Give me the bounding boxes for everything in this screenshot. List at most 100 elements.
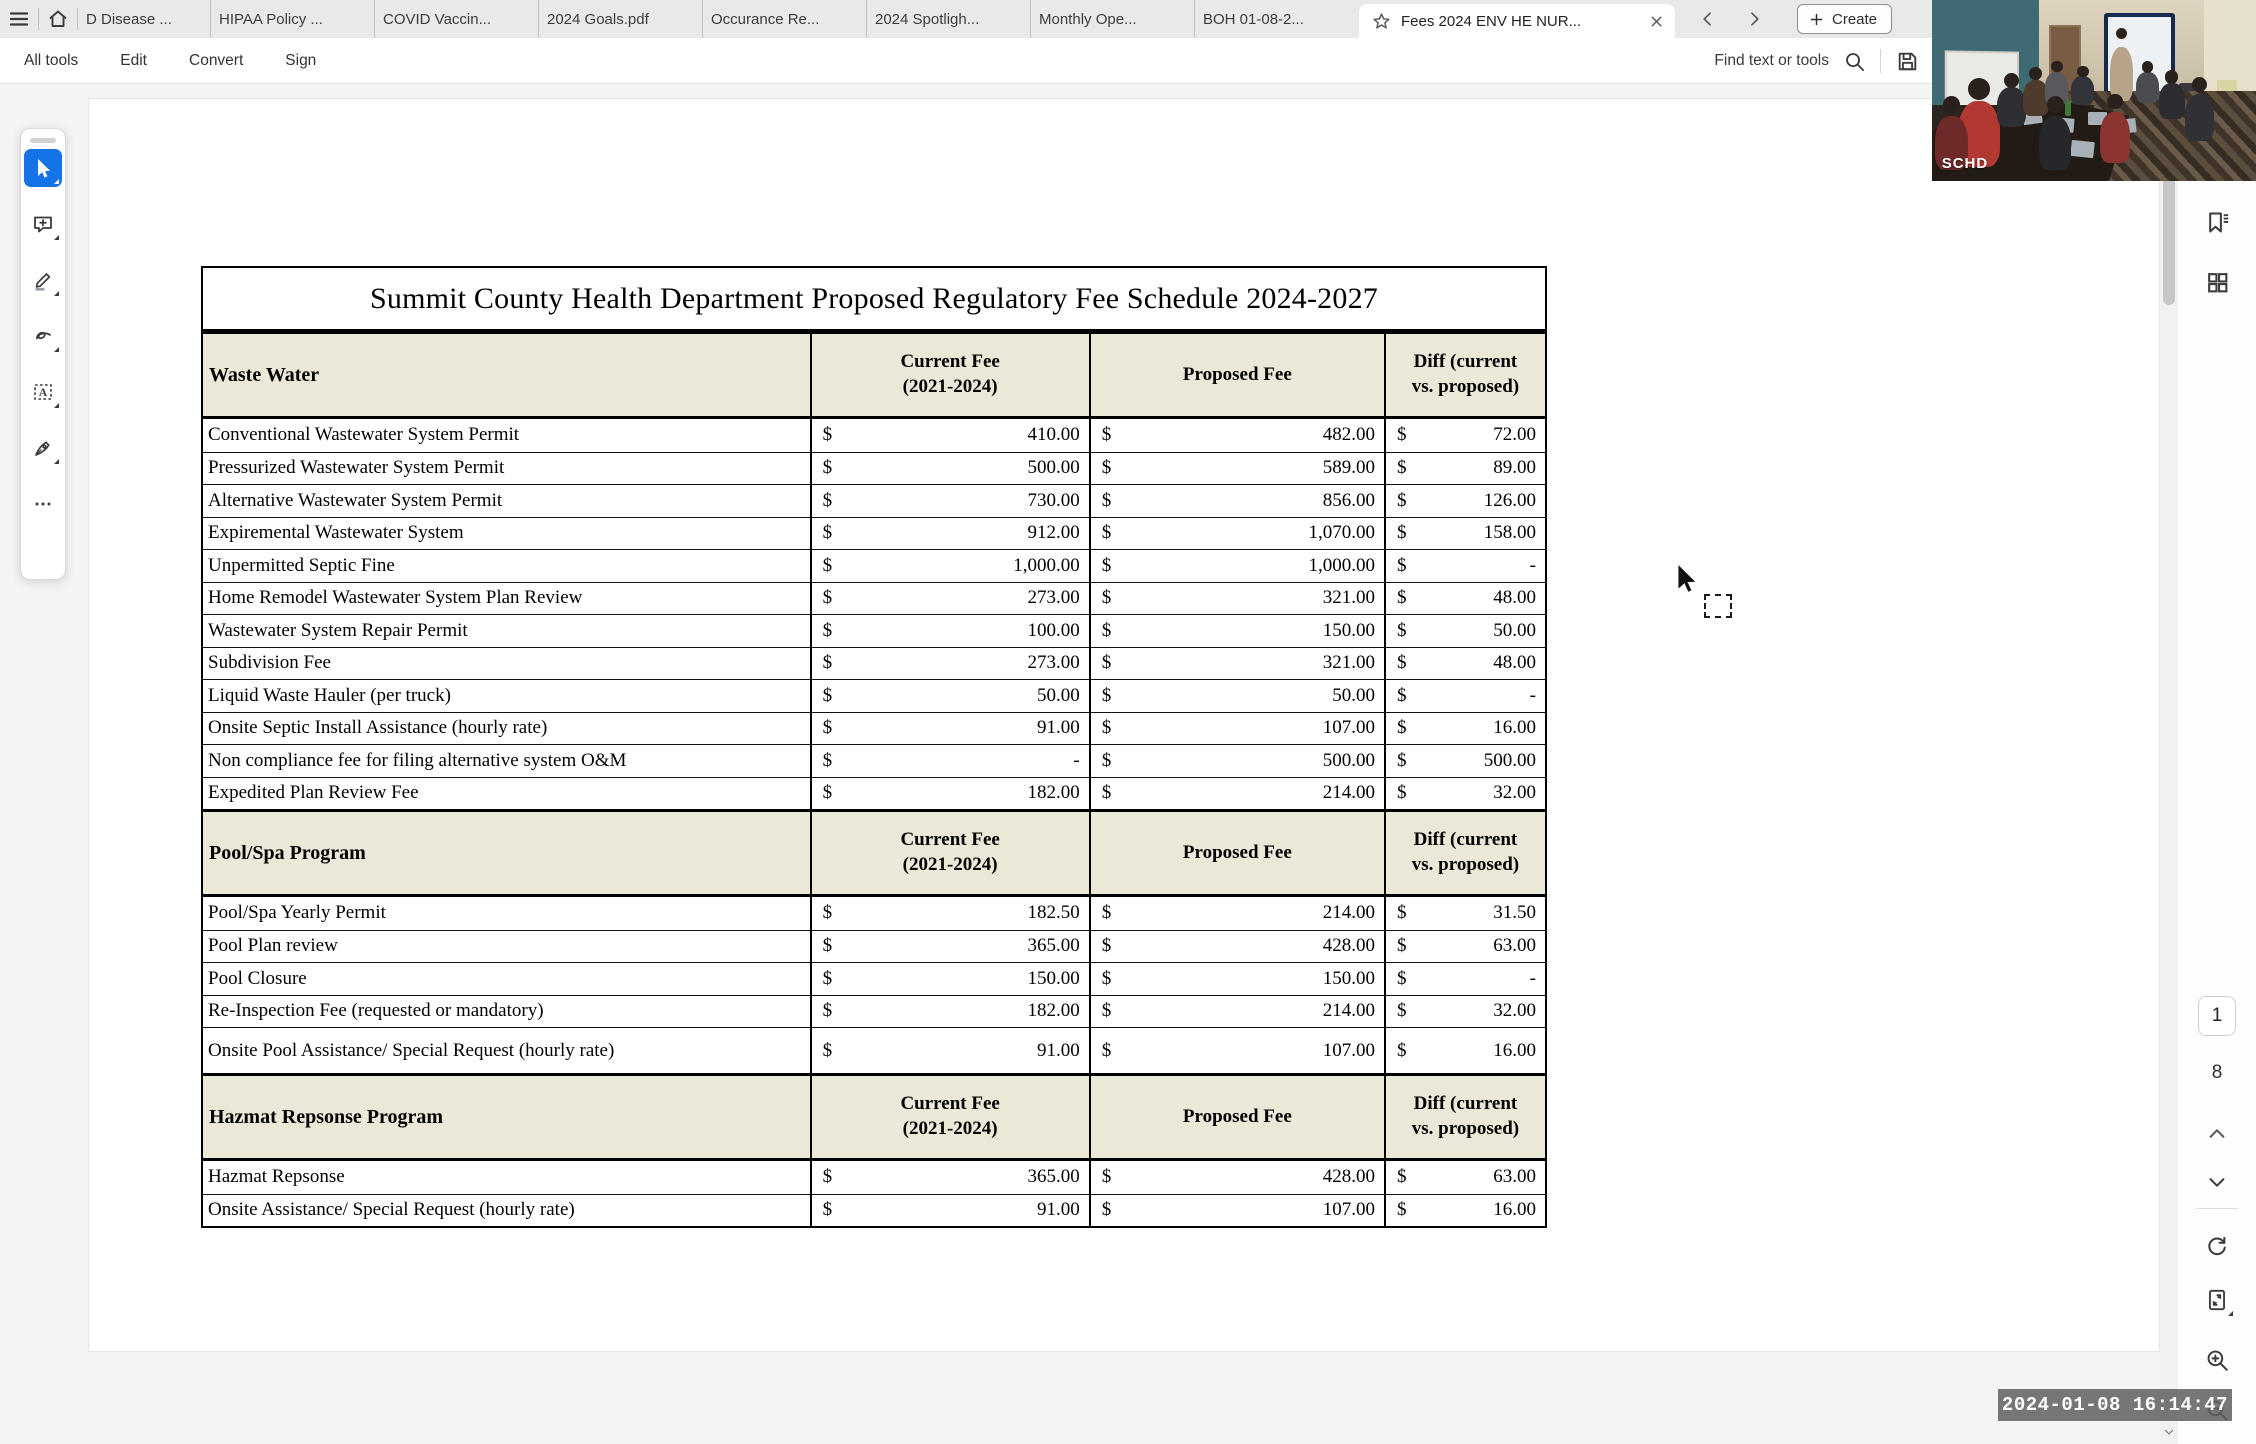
column-header: Diff (current vs. proposed) (1383, 1076, 1545, 1158)
pen-nib-icon (35, 441, 50, 456)
person (2100, 94, 2130, 163)
fee-value-cell: $1,000.00 (1088, 550, 1384, 582)
fee-value-cell: $91.00 (809, 1028, 1089, 1073)
more-tools-button[interactable] (24, 485, 62, 523)
fee-item-label: Onsite Assistance/ Special Request (hour… (208, 1199, 575, 1221)
section-header-row: Waste Water Current Fee (2021-2024) Prop… (203, 331, 1545, 419)
next-page-button[interactable] (2197, 1162, 2237, 1202)
table-row: Re-Inspection Fee (requested or mandator… (203, 994, 1545, 1027)
comment-bubble-icon (34, 216, 52, 233)
tab[interactable]: 2024 Spotligh... (867, 0, 1031, 38)
fee-value-cell: $50.00 (1383, 615, 1545, 647)
fee-value-cell: $410.00 (809, 419, 1089, 452)
chevron-down-icon (2209, 1178, 2225, 1187)
scroll-down-arrow[interactable] (2162, 1426, 2176, 1438)
hamburger-icon (7, 7, 31, 31)
find-text-button[interactable]: Find text or tools (1714, 52, 1829, 69)
save-icon[interactable] (1895, 49, 1920, 74)
tab[interactable]: 2024 Goals.pdf (539, 0, 703, 38)
page-number-input[interactable] (2198, 996, 2236, 1036)
fee-value-cell: $1,000.00 (809, 550, 1089, 582)
select-tool-button[interactable] (24, 149, 62, 187)
fit-page-icon (2209, 1289, 2225, 1311)
person (1996, 72, 2026, 127)
fill-sign-tool-button[interactable] (24, 429, 62, 467)
fee-value-cell: $150.00 (1088, 615, 1384, 647)
svg-text:A: A (39, 387, 48, 399)
create-button[interactable]: Create (1797, 4, 1893, 34)
fee-item-label: Re-Inspection Fee (requested or mandator… (208, 1000, 544, 1022)
fee-value-cell: $32.00 (1383, 995, 1545, 1027)
fee-item-label: Subdivision Fee (208, 652, 331, 674)
fee-item-label: Wastewater System Repair Permit (208, 619, 468, 641)
page-thumbnails-button[interactable] (2197, 262, 2237, 302)
menu-sign[interactable]: Sign (285, 51, 317, 69)
previous-tab-button[interactable] (1689, 0, 1727, 38)
fee-item-label: Alternative Wastewater System Permit (208, 489, 503, 511)
fee-item-label: Expiremental Wastewater System (208, 522, 464, 544)
fee-value-cell: $50.00 (809, 680, 1089, 712)
menu-convert[interactable]: Convert (189, 51, 244, 69)
fee-value-cell: $321.00 (1088, 647, 1384, 679)
person (2071, 65, 2094, 105)
fee-item-label: Onsite Pool Assistance/ Special Request … (208, 1039, 615, 1061)
total-pages-label: 8 (2211, 1062, 2223, 1083)
bookmarks-panel-button[interactable] (2197, 202, 2237, 242)
tab[interactable]: BOH 01-08-2... (1203, 10, 1304, 28)
section-name: Hazmat Repsonse Program (209, 1105, 444, 1128)
fee-value-cell: $89.00 (1383, 452, 1545, 484)
next-tab-button[interactable] (1735, 0, 1773, 38)
tab[interactable]: COVID Vaccin... (375, 0, 539, 38)
column-header: Proposed Fee (1088, 334, 1384, 416)
fee-value-cell: $365.00 (809, 1161, 1089, 1194)
table-row: Expiremental Wastewater System $912.00 $1,… (203, 516, 1545, 549)
draw-tool-button[interactable] (24, 317, 62, 355)
close-tab-icon[interactable] (1648, 13, 1665, 30)
app-menu-button[interactable] (0, 0, 38, 38)
previous-page-button[interactable] (2197, 1114, 2237, 1154)
person (1957, 77, 2001, 167)
search-icon[interactable] (1843, 50, 1866, 73)
table-row: Wastewater System Repair Permit $100.00 $1… (203, 614, 1545, 647)
divider (2196, 1208, 2238, 1209)
fee-value-cell: $182.00 (809, 777, 1089, 809)
rotate-page-button[interactable] (2197, 1226, 2237, 1266)
fee-value-cell: $482.00 (1088, 419, 1384, 452)
select-text-tool-button[interactable]: A (24, 373, 62, 411)
table-row: Pool/Spa Yearly Permit $182.50 $214.00 $31.… (203, 897, 1545, 930)
video-watermark: SCHD (1941, 154, 1989, 172)
palette-drag-handle[interactable] (30, 138, 56, 143)
menu-edit[interactable]: Edit (120, 51, 147, 69)
document-tabs: D Disease ... HIPAA Policy ... COVID Vacci… (84, 0, 1359, 38)
chevron-up-icon (2209, 1129, 2225, 1138)
zoom-in-button[interactable] (2197, 1340, 2237, 1380)
fee-value-cell: $428.00 (1088, 1161, 1384, 1194)
fee-value-cell: $730.00 (809, 485, 1089, 517)
table-row: Pool Closure $150.00 $150.00 $ - (203, 962, 1545, 995)
fee-value-cell: $63.00 (1383, 930, 1545, 962)
column-header: Proposed Fee (1088, 1076, 1384, 1158)
section-name: Waste Water (209, 363, 320, 386)
fee-value-cell: $16.00 (1383, 1028, 1545, 1073)
menu-all-tools[interactable]: All tools (24, 51, 79, 69)
fee-value-cell: $365.00 (809, 930, 1089, 962)
star-icon[interactable] (1371, 11, 1392, 32)
fee-item-label: Pressurized Wastewater System Permit (208, 457, 505, 479)
add-comment-tool-button[interactable] (24, 205, 62, 243)
pdf-page[interactable]: Summit County Health Department Proposed… (88, 98, 2160, 1352)
tab[interactable]: Monthly Ope... (1031, 0, 1195, 38)
bookmark-icon (2208, 211, 2228, 233)
tab[interactable]: D Disease ... (84, 0, 211, 38)
fee-item-label: Conventional Wastewater System Permit (208, 424, 520, 446)
right-tool-rail: 8 (2178, 84, 2256, 1444)
column-header: Current Fee (2021-2024) (809, 334, 1089, 416)
fit-page-button[interactable] (2197, 1280, 2237, 1320)
vertical-scrollbar[interactable] (2160, 84, 2178, 1444)
highlight-tool-button[interactable] (24, 261, 62, 299)
table-row: Hazmat Repsonse $365.00 $428.00 $63.00 (203, 1161, 1545, 1194)
tab[interactable]: Occurance Re... (703, 0, 867, 38)
home-button[interactable] (39, 0, 77, 38)
fee-value-cell: $214.00 (1088, 995, 1384, 1027)
tab[interactable]: HIPAA Policy ... (211, 0, 375, 38)
tab-active[interactable]: Fees 2024 ENV HE NUR... (1359, 4, 1675, 38)
